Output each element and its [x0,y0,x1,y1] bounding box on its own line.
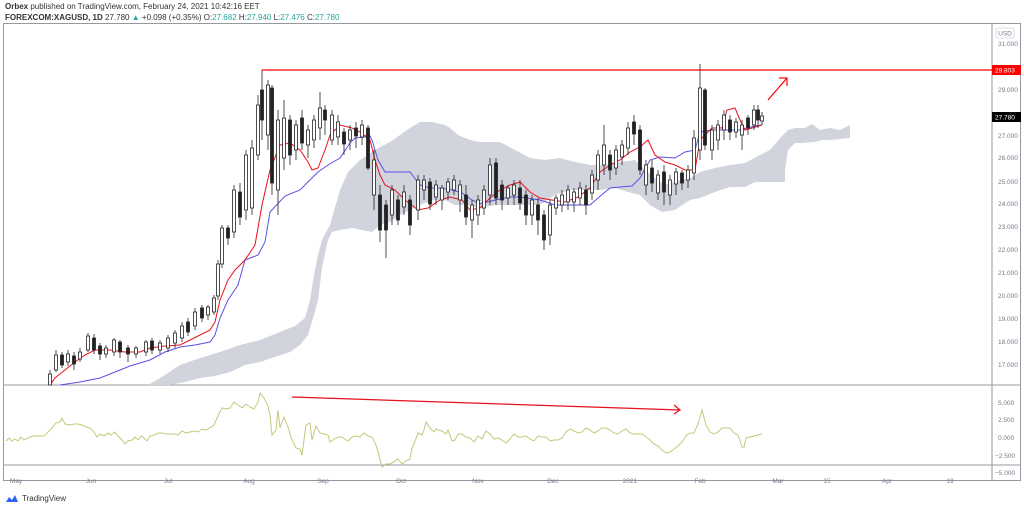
last-price-label: 27.780 [995,115,1015,122]
osc-tick: 0.000 [998,435,1015,442]
price-tick: 23.000 [998,224,1018,231]
brand-name: TradingView [22,494,67,503]
publisher-name: Orbex [5,2,29,11]
up-triangle-icon: ▲ [131,13,140,22]
price-tick: 24.000 [998,201,1018,208]
time-tick: Feb [694,478,706,485]
oscillator-line [5,391,763,468]
open-value: 27.682 [212,13,237,22]
price-tick: 27.000 [998,133,1018,140]
time-tick: Nov [472,478,484,485]
osc-tick: 2.500 [998,417,1015,424]
time-tick: 15 [823,478,831,485]
time-tick: Oct [396,478,406,485]
price-tick: 20.000 [998,293,1018,300]
chart-frame[interactable] [3,23,1021,481]
price-tick: 26.000 [998,155,1018,162]
symbol-line: FOREXCOM:XAGUSD, 1D 27.780 ▲ +0.098 (+0.… [5,13,339,22]
up-arrow-annotation[interactable] [767,77,788,101]
time-tick: Sep [317,478,329,485]
oscillator-axis[interactable]: 5.000 2.500 0.000 −2.500 −5.000 [995,400,1015,477]
price-change: +0.098 (+0.35%) [141,13,202,22]
price-tick: 19.000 [998,316,1018,323]
ichimoku-cloud [148,122,850,385]
tradingview-cloud-icon [6,495,18,502]
low-value: 27.476 [280,13,305,22]
high-label: H: [238,13,247,22]
time-tick: Jun [86,478,97,485]
open-label: O: [203,13,213,22]
price-tick: 31.000 [998,41,1018,48]
time-tick: Dec [547,478,559,485]
high-value: 27.940 [246,13,272,22]
currency-label: USD [998,31,1012,38]
time-tick: Jul [164,478,173,485]
published-text: published on TradingView.com, February 2… [30,2,260,11]
publisher-line: Orbex published on TradingView.com, Febr… [5,2,260,11]
close-label: C: [306,13,315,22]
symbol-name: FOREXCOM:XAGUSD, 1D [5,13,103,22]
time-tick: Aug [243,478,255,485]
candlesticks [48,64,764,386]
time-tick: May [10,478,23,485]
time-axis[interactable]: May Jun Jul Aug Sep Oct Nov Dec 2021 Feb… [10,478,954,485]
price-tick: 22.000 [998,247,1018,254]
price-tick: 18.000 [998,339,1018,346]
price-tick: 29.000 [998,87,1018,94]
osc-tick: −2.500 [995,453,1015,460]
last-price: 27.780 [105,13,130,22]
low-label: L: [273,13,281,22]
price-tick: 17.000 [998,362,1018,369]
time-tick: Apr [882,478,893,485]
close-value: 27.780 [314,13,340,22]
resistance-price-label: 29.803 [995,68,1015,75]
kijun-line [59,124,763,386]
time-tick: Mar [772,478,784,485]
price-tick: 25.000 [998,179,1018,186]
tradingview-logo[interactable]: TradingView [5,494,66,503]
price-axis[interactable]: USD 31.000 29.000 27.000 26.000 25.000 2… [992,27,1021,369]
tenkan-line [49,107,763,386]
price-tick: 21.000 [998,270,1018,277]
osc-tick: 5.000 [998,400,1015,407]
osc-tick: −5.000 [995,470,1015,477]
divergence-arrow-annotation[interactable] [291,396,682,415]
time-tick: 19 [946,478,954,485]
time-tick: 2021 [623,478,638,485]
